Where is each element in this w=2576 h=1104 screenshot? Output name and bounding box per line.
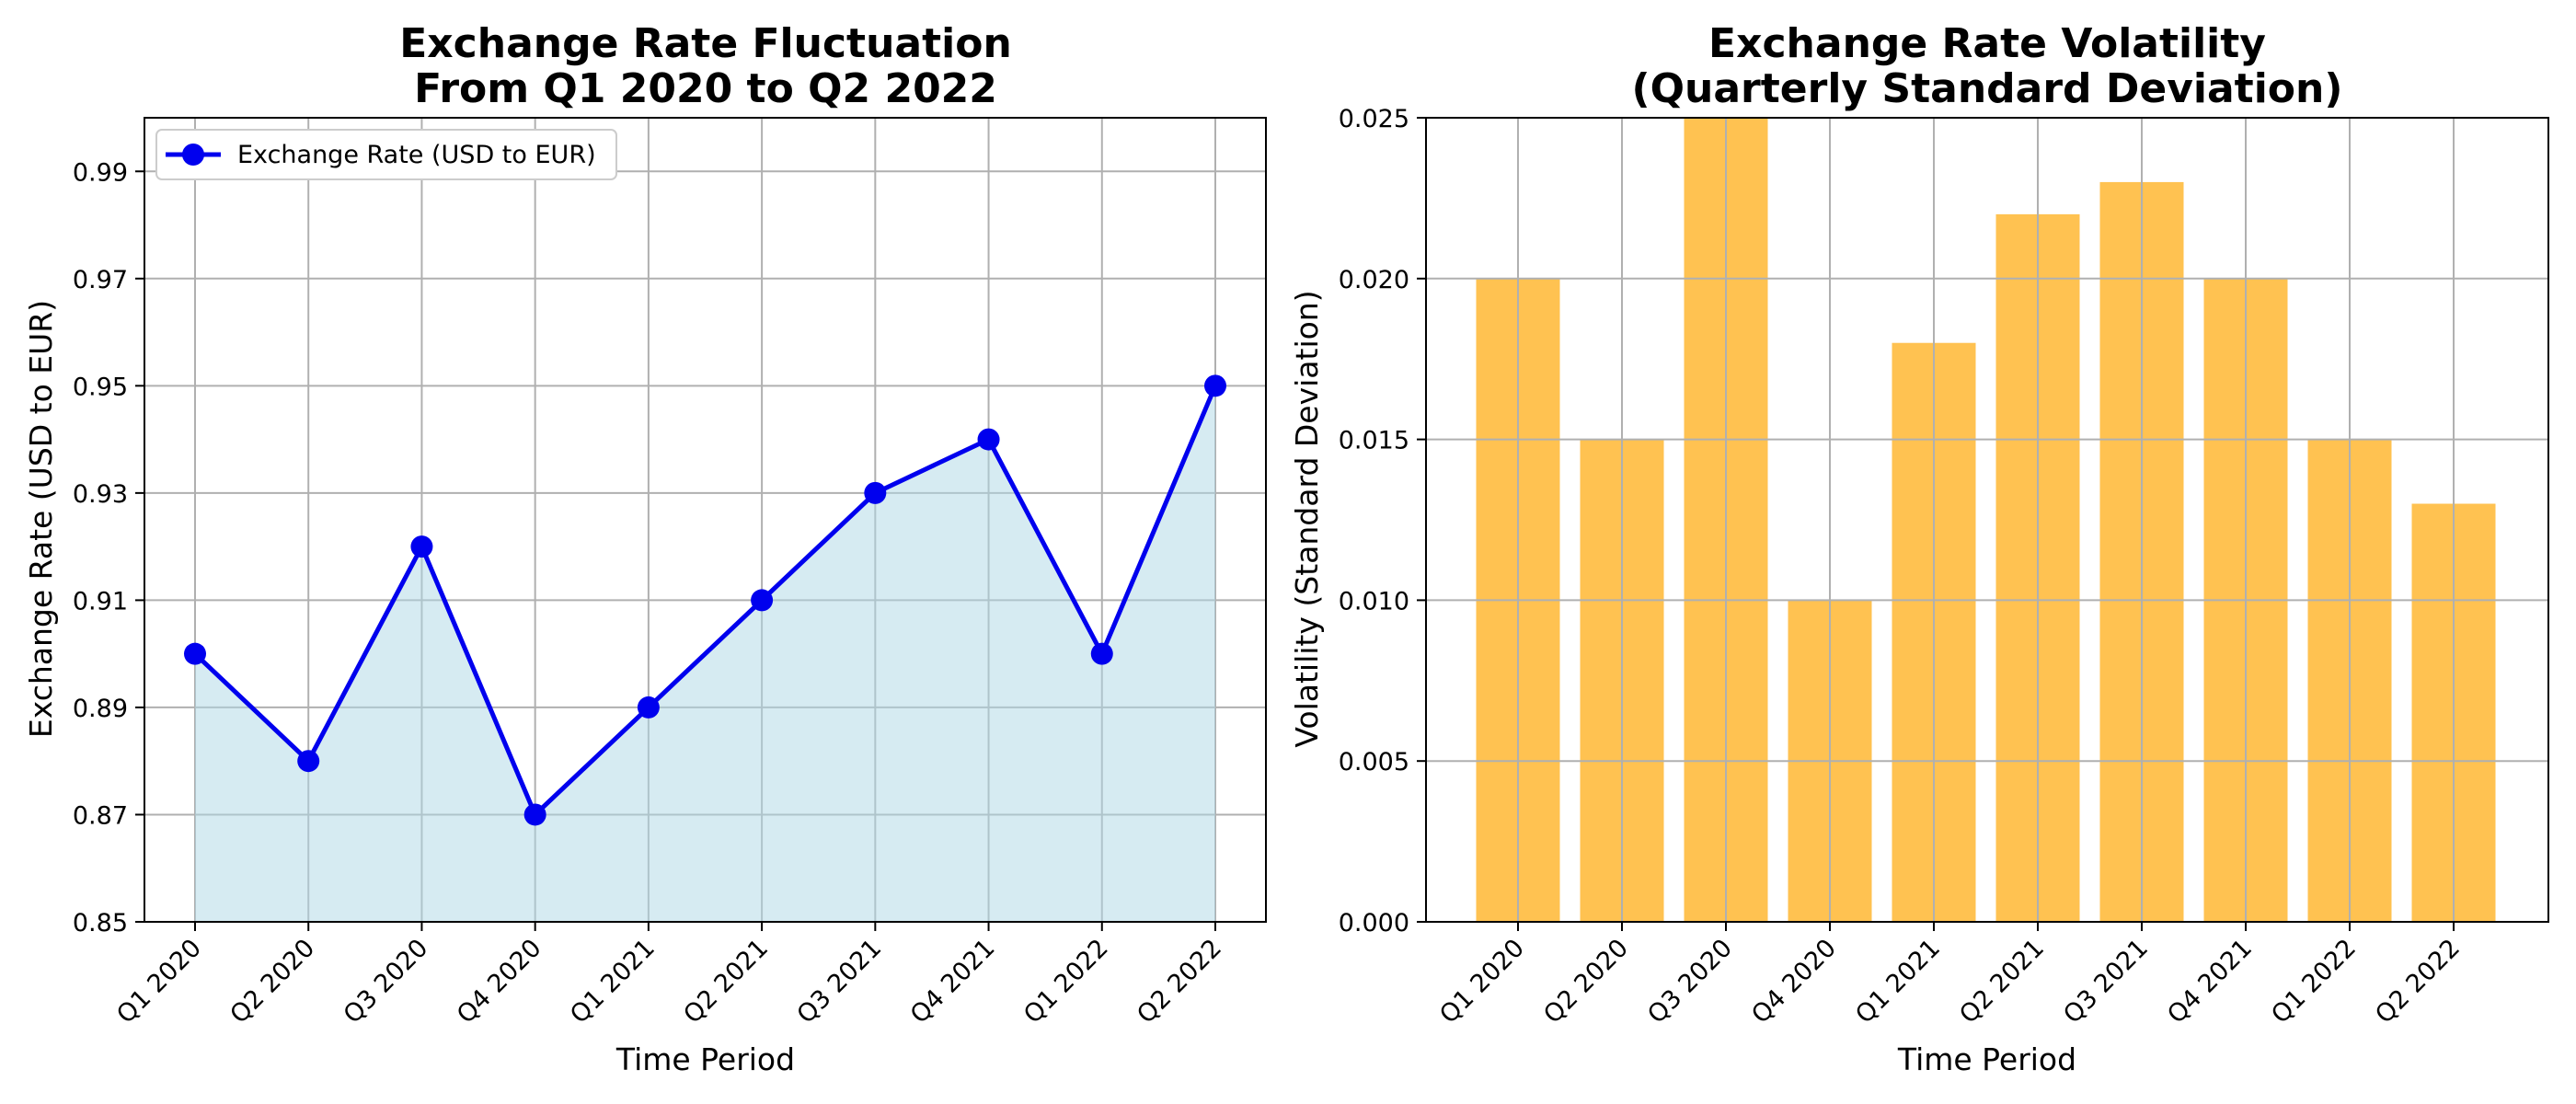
- line-chart-legend: Exchange Rate (USD to EUR): [155, 129, 617, 180]
- bar-chart-y-axis-label: Volatility (Standard Deviation): [1289, 290, 1325, 747]
- legend-box: [155, 129, 617, 180]
- line-chart-y-tick-label: 0.87: [73, 801, 128, 830]
- line-chart-y-tick-label: 0.97: [73, 266, 128, 294]
- line-chart-area-fill: [195, 385, 1215, 922]
- bar-chart-y-tick-label: 0.010: [1339, 587, 1409, 615]
- line-chart-point: [410, 535, 433, 558]
- bar-chart-y-tick-label: 0.025: [1339, 105, 1409, 133]
- line-chart-series-line: [193, 385, 1218, 817]
- line-chart-y-tick-label: 0.91: [73, 587, 128, 615]
- line-chart-y-tick-label: 0.85: [73, 909, 128, 937]
- line-chart-point: [297, 750, 320, 773]
- line-chart-y-tick-label: 0.99: [73, 158, 128, 187]
- bar-chart-plot-frame: [1425, 117, 2549, 923]
- legend-marker-swatch: [182, 144, 204, 166]
- line-chart-y-ticks: 0.85 0.87 0.89 0.91 0.93 0.95 0.97 0.99: [73, 158, 144, 937]
- line-chart-x-axis-label: Time Period: [615, 1041, 795, 1077]
- bar-chart-y-tick-label: 0.020: [1339, 266, 1409, 294]
- line-chart: Exchange Rate Fluctuation From Q1 2020 t…: [23, 20, 1267, 1077]
- bar-chart-y-tick-label: 0.015: [1339, 427, 1409, 455]
- line-chart-point: [184, 642, 206, 665]
- line-chart-plot-frame: [144, 117, 1267, 923]
- bar-chart-title-line-2: (Quarterly Standard Deviation): [1632, 65, 2343, 112]
- line-chart-point: [751, 589, 774, 612]
- bar-chart-x-axis-label: Time Period: [1897, 1041, 2076, 1077]
- line-chart-point: [637, 696, 660, 719]
- line-chart-point: [523, 803, 546, 826]
- legend-entry-label: Exchange Rate (USD to EUR): [237, 141, 596, 169]
- bar-chart-y-tick-label: 0.005: [1339, 748, 1409, 776]
- line-chart-title-line-1: Exchange Rate Fluctuation: [399, 20, 1012, 67]
- bar-chart: Exchange Rate Volatility (Quarterly Stan…: [1289, 20, 2549, 1077]
- line-chart-point: [1204, 374, 1226, 397]
- line-chart-y-tick-label: 0.93: [73, 480, 128, 509]
- bar-chart-y-tick-label: 0.000: [1339, 909, 1409, 937]
- line-chart-point: [864, 481, 887, 504]
- line-chart-points: [184, 374, 1226, 826]
- line-chart-title-line-2: From Q1 2020 to Q2 2022: [414, 65, 997, 112]
- line-chart-y-tick-label: 0.89: [73, 695, 128, 723]
- line-chart-y-axis-label: Exchange Rate (USD to EUR): [23, 300, 59, 738]
- line-chart-point: [1090, 642, 1113, 665]
- bar-chart-grid: [1426, 118, 2548, 922]
- bar-chart-y-ticks: 0.000 0.005 0.010 0.015 0.020 0.025: [1339, 105, 1426, 937]
- line-chart-y-tick-label: 0.95: [73, 373, 128, 401]
- line-chart-point: [977, 428, 1000, 451]
- bar-chart-title-line-1: Exchange Rate Volatility: [1708, 20, 2266, 67]
